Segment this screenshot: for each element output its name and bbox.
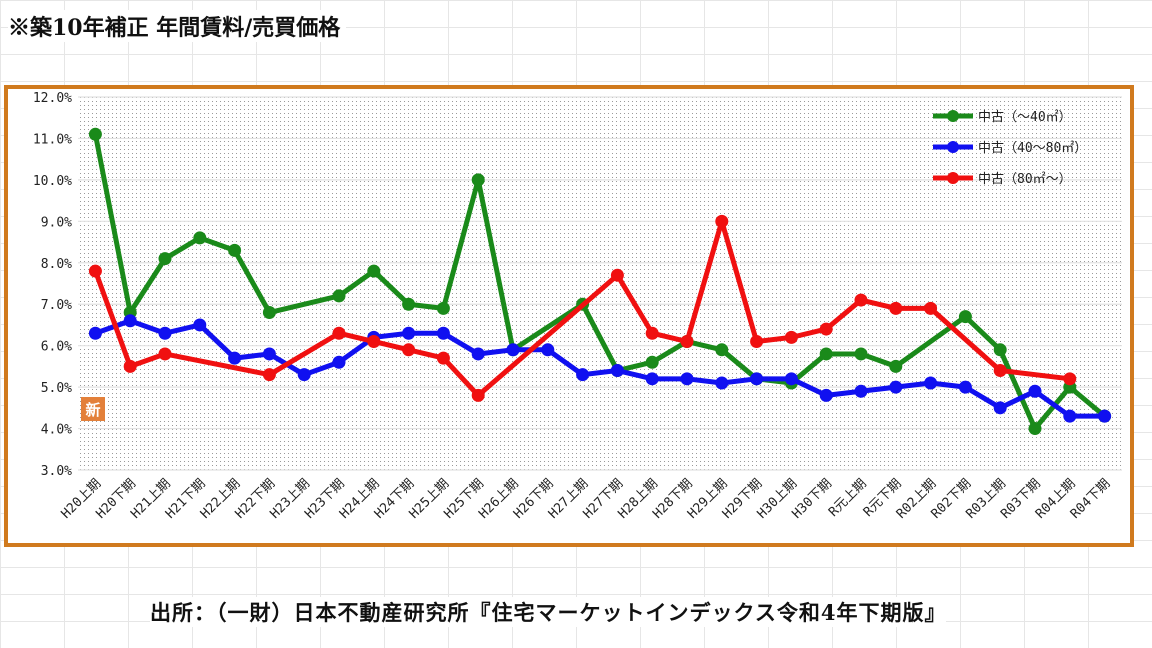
data-point — [332, 289, 346, 303]
legend-label: 中古（40～80㎡） — [978, 141, 1087, 156]
data-point — [262, 306, 276, 320]
data-point — [471, 347, 485, 361]
data-point — [541, 343, 555, 357]
data-point — [88, 326, 102, 340]
data-point — [715, 343, 729, 357]
data-point — [228, 243, 242, 257]
data-point — [123, 359, 137, 373]
y-tick-label: 8.0% — [41, 257, 72, 272]
legend-swatch-marker — [947, 172, 959, 184]
legend-swatch-marker — [947, 141, 959, 153]
data-point — [993, 401, 1007, 415]
data-point — [924, 301, 938, 315]
new-badge: 新 — [81, 397, 105, 421]
data-point — [784, 372, 798, 386]
y-tick-label: 4.0% — [41, 423, 72, 438]
line-chart: 3.0% 4.0% 5.0% 6.0% 7.0% 8.0% 9.0% 10.0% 11.0% 12… — [33, 91, 1122, 522]
data-point — [506, 343, 520, 357]
data-point — [576, 368, 590, 382]
data-point — [1028, 384, 1042, 398]
data-point — [471, 173, 485, 187]
data-point — [158, 326, 172, 340]
y-tick-label: 9.0% — [41, 215, 72, 230]
data-point — [819, 347, 833, 361]
new-badge-bg — [81, 397, 105, 421]
data-point — [332, 326, 346, 340]
data-point — [88, 127, 102, 141]
data-point — [436, 326, 450, 340]
data-point — [123, 314, 137, 328]
data-point — [680, 335, 694, 349]
y-tick-label: 6.0% — [41, 340, 72, 355]
series-lines — [88, 127, 1112, 436]
data-point — [367, 335, 381, 349]
data-point — [854, 384, 868, 398]
data-point — [993, 364, 1007, 378]
data-point — [819, 388, 833, 402]
data-point — [715, 376, 729, 390]
data-point — [1098, 409, 1112, 423]
data-point — [924, 376, 938, 390]
data-point — [610, 268, 624, 282]
y-tick-label: 10.0% — [33, 174, 72, 189]
data-point — [332, 355, 346, 369]
legend-label: 中古（～40㎡） — [978, 110, 1072, 125]
data-point — [750, 372, 764, 386]
data-point — [889, 359, 903, 373]
y-tick-label: 12.0% — [33, 91, 72, 106]
x-axis-ticks: H20上期H20下期H21上期H21下期H22上期H22下期H23上期H23下期… — [59, 476, 1114, 522]
data-point — [854, 347, 868, 361]
data-point — [193, 318, 207, 332]
data-point — [402, 343, 416, 357]
chart-frame: 3.0% 4.0% 5.0% 6.0% 7.0% 8.0% 9.0% 10.0% 11.0% 12… — [4, 85, 1134, 547]
data-point — [297, 368, 311, 382]
data-point — [889, 380, 903, 394]
y-tick-label: 7.0% — [41, 298, 72, 313]
legend: 中古（～40㎡） 中古（40～80㎡） 中古（80㎡～） — [933, 110, 1087, 187]
legend-label: 中古（80㎡～） — [978, 172, 1072, 187]
data-point — [958, 380, 972, 394]
data-point — [645, 355, 659, 369]
data-point — [262, 368, 276, 382]
page-title: ※築10年補正 年間賃料/売買価格 — [8, 10, 347, 42]
data-point — [645, 372, 659, 386]
source-note: 出所：（一財）日本不動産研究所『住宅マーケットインデックス令和4年下期版』 — [150, 597, 947, 627]
data-point — [993, 343, 1007, 357]
data-point — [228, 351, 242, 365]
data-point — [854, 293, 868, 307]
y-axis-ticks: 3.0% 4.0% 5.0% 6.0% 7.0% 8.0% 9.0% 10.0% 11.0% 12… — [33, 91, 72, 479]
data-point — [645, 326, 659, 340]
data-point — [680, 372, 694, 386]
gridlines — [78, 96, 1122, 471]
data-point — [1063, 409, 1077, 423]
data-point — [784, 330, 798, 344]
new-badge-label: 新 — [85, 401, 100, 419]
y-tick-label: 5.0% — [41, 381, 72, 396]
data-point — [471, 388, 485, 402]
data-point — [88, 264, 102, 278]
data-point — [436, 351, 450, 365]
data-point — [402, 297, 416, 311]
y-tick-label: 11.0% — [33, 132, 72, 147]
data-point — [193, 231, 207, 245]
data-point — [819, 322, 833, 336]
data-point — [367, 264, 381, 278]
data-point — [750, 335, 764, 349]
data-point — [158, 347, 172, 361]
data-point — [436, 301, 450, 315]
legend-swatch-marker — [947, 110, 959, 122]
data-point — [958, 310, 972, 324]
data-point — [715, 214, 729, 228]
data-point — [262, 347, 276, 361]
data-point — [1028, 422, 1042, 436]
data-point — [402, 326, 416, 340]
y-tick-label: 3.0% — [41, 464, 72, 479]
data-point — [1063, 372, 1077, 386]
data-point — [158, 252, 172, 266]
x-tick-label: R元上期 — [826, 476, 870, 520]
data-point — [610, 364, 624, 378]
data-point — [889, 301, 903, 315]
